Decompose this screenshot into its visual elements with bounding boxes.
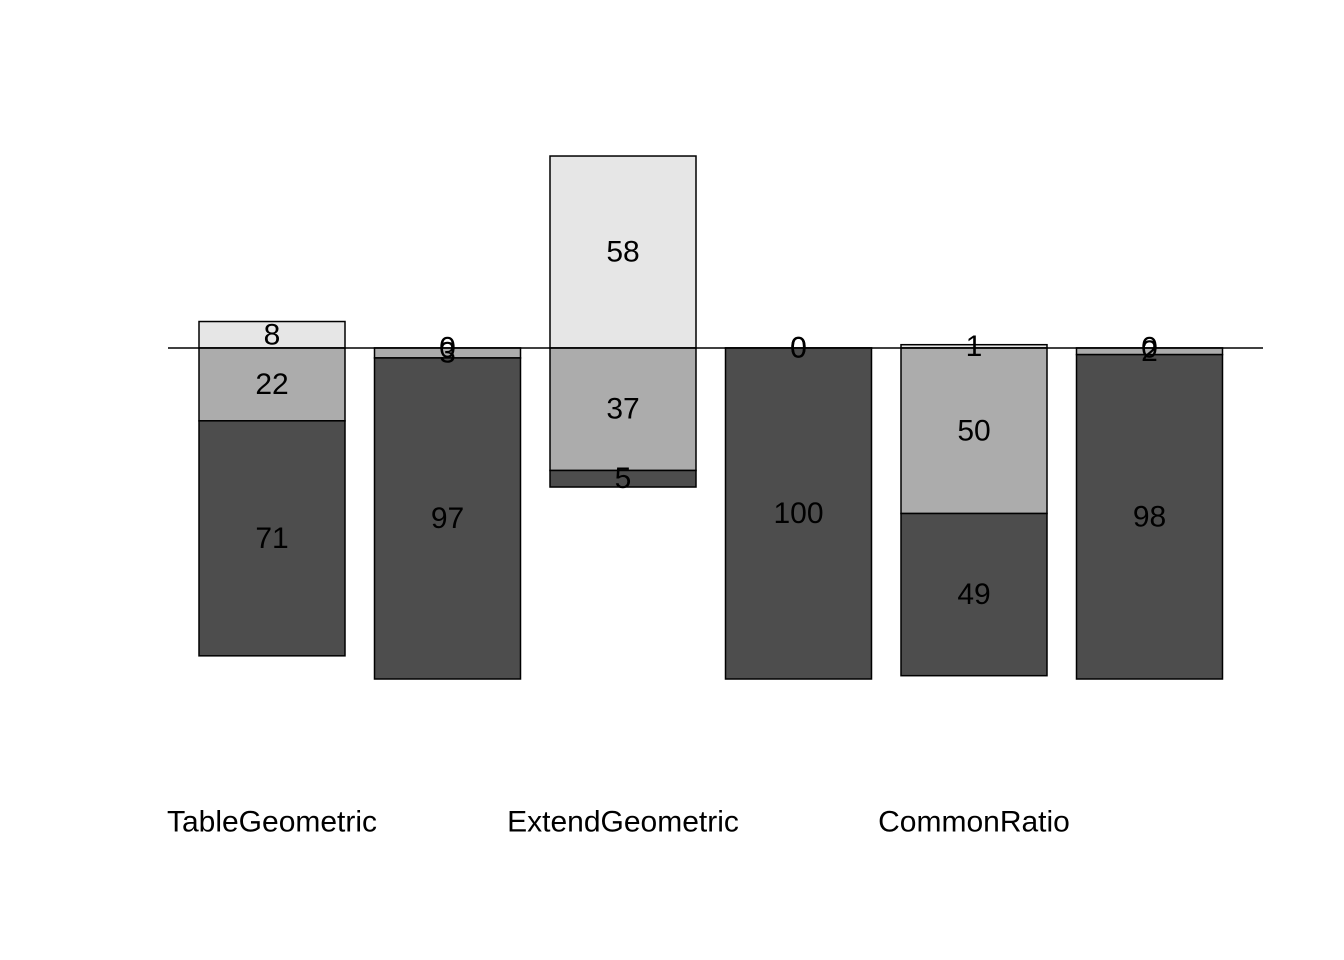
bar-segment-mid bbox=[900, 347, 1048, 515]
bar-segment-low bbox=[198, 420, 346, 657]
data-label-low: 49 bbox=[957, 578, 990, 611]
bar-segment-up bbox=[198, 320, 346, 349]
bars-group bbox=[198, 155, 1224, 680]
data-label-mid: 0 bbox=[790, 332, 807, 365]
bar-segment-low bbox=[900, 512, 1048, 677]
bar-segment-up bbox=[549, 155, 697, 349]
data-label-mid: 2 bbox=[1141, 335, 1158, 368]
data-label-mid: 50 bbox=[957, 414, 990, 447]
bar-segment-low bbox=[373, 357, 522, 680]
category-label: CommonRatio bbox=[878, 806, 1070, 839]
data-label-up: 0 bbox=[790, 332, 807, 365]
data-label-mid: 3 bbox=[439, 336, 456, 369]
data-label-up: 0 bbox=[439, 332, 456, 365]
data-label-mid: 22 bbox=[255, 368, 288, 401]
data-label-low: 5 bbox=[615, 462, 632, 495]
bar-segment-mid bbox=[198, 347, 346, 422]
data-label-low: 100 bbox=[773, 497, 823, 530]
category-labels-group: TableGeometric ExtendGeometric CommonRatio bbox=[167, 806, 1070, 839]
data-label-low: 71 bbox=[255, 522, 288, 555]
data-label-up: 58 bbox=[606, 236, 639, 269]
bar-segment-low bbox=[724, 347, 873, 680]
category-label: ExtendGeometric bbox=[507, 806, 739, 839]
data-label-mid: 37 bbox=[606, 393, 639, 426]
data-label-up: 1 bbox=[966, 330, 983, 363]
bar-segment-low bbox=[549, 469, 697, 488]
bar-segment-low bbox=[1075, 353, 1224, 680]
data-label-up: 8 bbox=[264, 318, 281, 351]
category-label: TableGeometric bbox=[167, 806, 377, 839]
data-label-low: 98 bbox=[1133, 500, 1166, 533]
data-label-low: 97 bbox=[431, 502, 464, 535]
data-label-up: 0 bbox=[1141, 332, 1158, 365]
